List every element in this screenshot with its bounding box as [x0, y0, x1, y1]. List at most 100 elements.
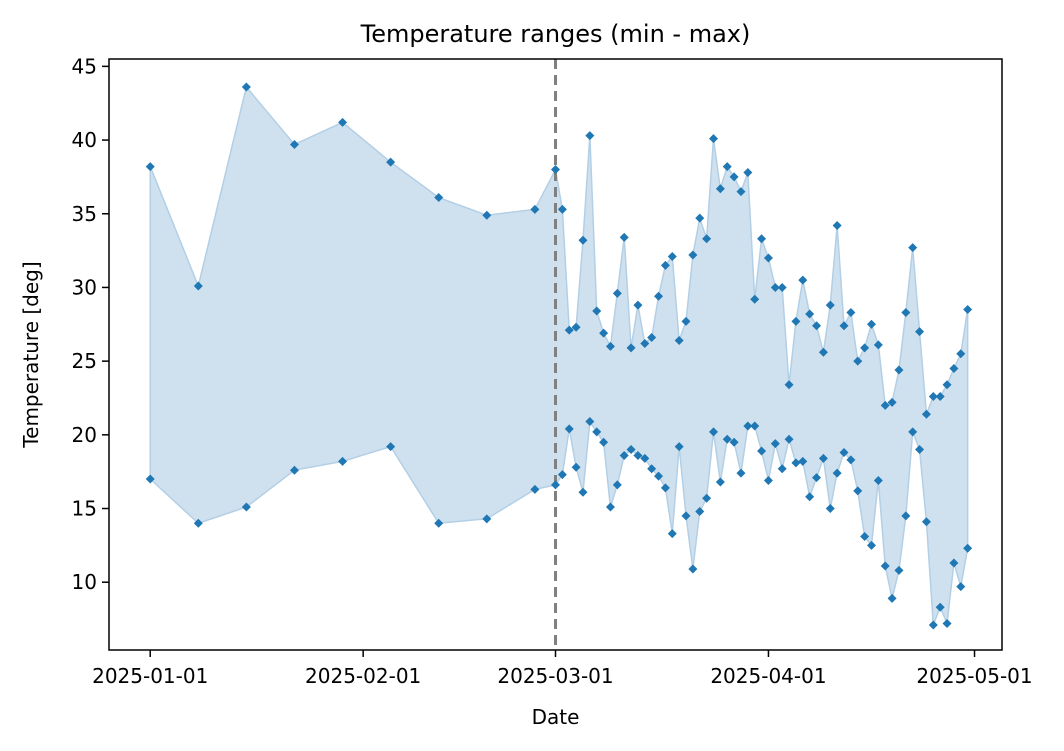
y-tick-label: 30 [72, 275, 97, 299]
max-point [626, 343, 636, 353]
min-point [667, 529, 677, 539]
max-point [750, 294, 760, 304]
max-point [956, 349, 966, 359]
x-axis-ticks: 2025-01-01 2025-02-01 2025-03-01 2025-04-01… [92, 650, 1033, 688]
max-point [667, 251, 677, 261]
max-point [605, 341, 615, 351]
min-point [612, 480, 622, 490]
max-point [564, 325, 574, 335]
y-axis-ticks: 10 15 20 25 30 35 40 45 [72, 54, 109, 594]
max-point [949, 364, 959, 374]
chart-title: Temperature ranges (min - max) [360, 20, 751, 48]
min-point [688, 564, 698, 574]
max-point [798, 275, 808, 285]
min-point [887, 593, 897, 603]
max-point [866, 319, 876, 329]
max-point [647, 333, 657, 343]
max-point [736, 187, 746, 197]
max-point [660, 260, 670, 270]
min-point [873, 476, 883, 486]
min-point [640, 453, 650, 463]
min-point [915, 445, 925, 455]
max-point [839, 321, 849, 331]
max-point [935, 392, 945, 402]
max-point [708, 134, 718, 144]
max-point [832, 221, 842, 231]
min-point [626, 445, 636, 455]
max-point [908, 243, 918, 253]
min-point [592, 427, 602, 437]
max-point [743, 167, 753, 177]
min-point [647, 464, 657, 474]
max-point [386, 157, 396, 167]
max-point [640, 338, 650, 348]
min-point [798, 456, 808, 466]
max-point [592, 306, 602, 316]
min-point [145, 474, 155, 484]
min-point [633, 450, 643, 460]
min-point [901, 511, 911, 521]
max-point [873, 340, 883, 350]
min-point [681, 511, 691, 521]
max-point [585, 131, 595, 141]
max-point [681, 316, 691, 326]
max-point [805, 309, 815, 319]
min-point [949, 558, 959, 568]
x-axis-title: Date [532, 705, 580, 729]
y-axis-title: Temperature [deg] [19, 261, 43, 448]
min-point [241, 502, 251, 512]
y-tick-label: 40 [72, 128, 97, 152]
max-point [777, 282, 787, 292]
min-point [818, 453, 828, 463]
max-point [763, 253, 773, 263]
min-point [660, 483, 670, 493]
min-point [942, 618, 952, 628]
min-point [564, 424, 574, 434]
min-point [722, 434, 732, 444]
max-point [860, 343, 870, 353]
y-tick-label: 15 [72, 497, 97, 521]
min-point [736, 468, 746, 478]
max-point [722, 162, 732, 172]
min-point [702, 493, 712, 503]
max-point [791, 316, 801, 326]
min-point [894, 565, 904, 575]
min-point [674, 442, 684, 452]
range-fill-layer [149, 85, 969, 627]
min-point [757, 446, 767, 456]
max-point [942, 380, 952, 390]
y-tick-label: 35 [72, 202, 97, 226]
min-point [715, 477, 725, 487]
max-point [695, 213, 705, 223]
max-point [880, 400, 890, 410]
min-point [338, 456, 348, 466]
min-point [578, 487, 588, 497]
max-point [887, 397, 897, 407]
min-point [866, 540, 876, 550]
min-point [846, 455, 856, 465]
x-tick-label: 2025-03-01 [497, 664, 613, 688]
x-tick-label: 2025-04-01 [710, 664, 826, 688]
min-point [921, 517, 931, 527]
min-point [812, 473, 822, 483]
max-point [784, 380, 794, 390]
min-point [557, 470, 567, 480]
min-point [832, 468, 842, 478]
min-point [880, 561, 890, 571]
y-tick-label: 45 [72, 54, 97, 78]
min-point [605, 502, 615, 512]
max-point [757, 234, 767, 244]
max-point [894, 365, 904, 375]
max-point [193, 281, 203, 291]
max-point [551, 165, 560, 175]
max-point [812, 321, 822, 331]
max-point [688, 250, 698, 260]
min-point [770, 439, 780, 449]
x-tick-label: 2025-01-01 [92, 664, 208, 688]
max-point [928, 392, 938, 402]
y-tick-label: 25 [72, 349, 97, 373]
min-point [708, 427, 718, 437]
max-point [571, 322, 581, 332]
max-point [963, 305, 973, 315]
min-point [599, 437, 609, 447]
